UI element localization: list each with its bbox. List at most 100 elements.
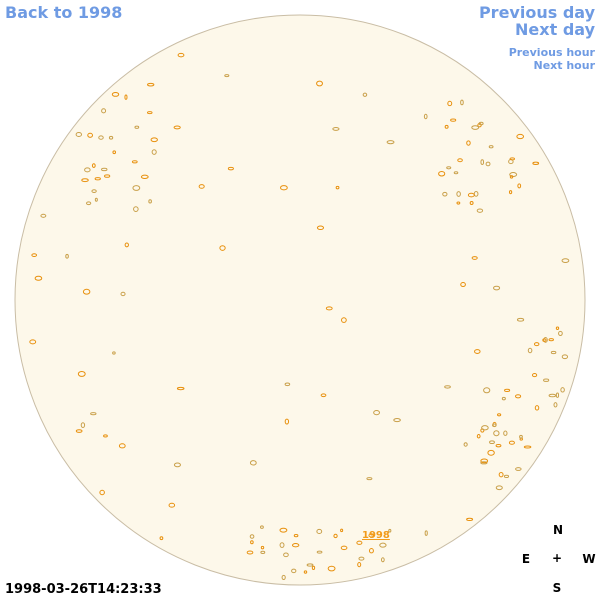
active-region xyxy=(249,534,255,539)
active-region xyxy=(146,111,153,115)
active-region xyxy=(368,548,374,554)
active-region xyxy=(176,386,185,391)
active-region xyxy=(495,485,503,491)
disk-year-link[interactable]: 1998 xyxy=(362,530,390,541)
active-region xyxy=(358,556,365,561)
active-region xyxy=(303,570,308,574)
active-region xyxy=(120,291,126,297)
active-region xyxy=(515,467,522,471)
active-region xyxy=(478,121,484,126)
active-region xyxy=(124,94,128,100)
active-region xyxy=(542,338,547,342)
active-region xyxy=(509,157,515,161)
active-region xyxy=(357,562,362,568)
active-region xyxy=(90,412,97,416)
active-region xyxy=(108,135,114,140)
active-region xyxy=(31,253,38,257)
active-region xyxy=(173,125,181,130)
active-region xyxy=(249,460,257,466)
active-region xyxy=(492,423,497,428)
active-region xyxy=(471,256,478,260)
next-hour-link[interactable]: Next hour xyxy=(533,59,596,72)
active-region xyxy=(453,171,459,175)
active-region xyxy=(509,175,514,179)
active-region xyxy=(532,161,540,165)
active-region xyxy=(224,74,230,78)
active-region xyxy=(553,402,558,408)
active-region xyxy=(131,160,138,164)
active-region xyxy=(260,525,264,529)
active-region xyxy=(501,396,506,401)
active-region xyxy=(148,199,152,204)
active-region xyxy=(284,382,291,387)
back-link[interactable]: Back to 1998 xyxy=(5,3,123,22)
active-region xyxy=(335,185,340,190)
compass-south: S xyxy=(552,581,562,595)
compass-center: + xyxy=(551,551,563,565)
active-region xyxy=(77,370,86,377)
active-region xyxy=(140,174,149,179)
active-region xyxy=(480,159,485,166)
active-region xyxy=(379,542,387,548)
previous-day-link[interactable]: Previous day xyxy=(478,3,595,22)
active-region xyxy=(503,430,508,436)
active-region xyxy=(450,118,457,122)
active-region xyxy=(151,149,157,155)
active-region xyxy=(98,135,104,140)
active-region xyxy=(444,124,449,129)
active-region xyxy=(75,132,83,137)
active-region xyxy=(291,568,297,574)
previous-hour-link[interactable]: Previous hour xyxy=(508,46,595,59)
active-region xyxy=(150,137,158,143)
active-region xyxy=(340,545,348,551)
active-region xyxy=(283,552,289,558)
active-region xyxy=(424,530,428,536)
active-region xyxy=(29,339,37,345)
active-region xyxy=(527,347,533,354)
active-region xyxy=(332,126,340,131)
active-region xyxy=(469,201,474,206)
active-region xyxy=(457,158,463,163)
active-region xyxy=(456,201,461,205)
active-region xyxy=(94,197,98,202)
active-region xyxy=(498,471,504,478)
active-region xyxy=(327,565,336,572)
active-region xyxy=(279,542,285,548)
active-region xyxy=(555,326,560,331)
active-region xyxy=(517,183,522,189)
active-region xyxy=(340,528,344,533)
active-region xyxy=(101,167,108,172)
active-region xyxy=(159,536,164,541)
active-region xyxy=(198,184,205,189)
active-region xyxy=(444,385,451,389)
active-region xyxy=(260,550,266,555)
active-region xyxy=(480,458,489,464)
active-region xyxy=(515,394,522,399)
active-region xyxy=(219,245,226,251)
active-region xyxy=(168,502,176,508)
active-region xyxy=(112,150,117,155)
active-region xyxy=(548,393,557,398)
active-region xyxy=(291,543,300,548)
active-region xyxy=(481,425,489,431)
active-region xyxy=(446,166,452,170)
active-region xyxy=(333,533,338,539)
active-region xyxy=(476,434,481,439)
active-region xyxy=(489,440,495,445)
active-region xyxy=(65,253,69,259)
active-region xyxy=(311,565,316,570)
active-region xyxy=(133,206,139,212)
active-region xyxy=(558,330,563,336)
active-region xyxy=(325,306,333,311)
active-region xyxy=(531,373,538,378)
active-region xyxy=(118,443,126,449)
active-region xyxy=(91,189,97,193)
next-day-link[interactable]: Next day xyxy=(515,20,595,39)
active-region xyxy=(293,533,299,538)
active-region xyxy=(493,285,501,291)
active-region xyxy=(523,445,532,449)
active-region xyxy=(86,201,92,206)
active-region xyxy=(373,410,381,416)
